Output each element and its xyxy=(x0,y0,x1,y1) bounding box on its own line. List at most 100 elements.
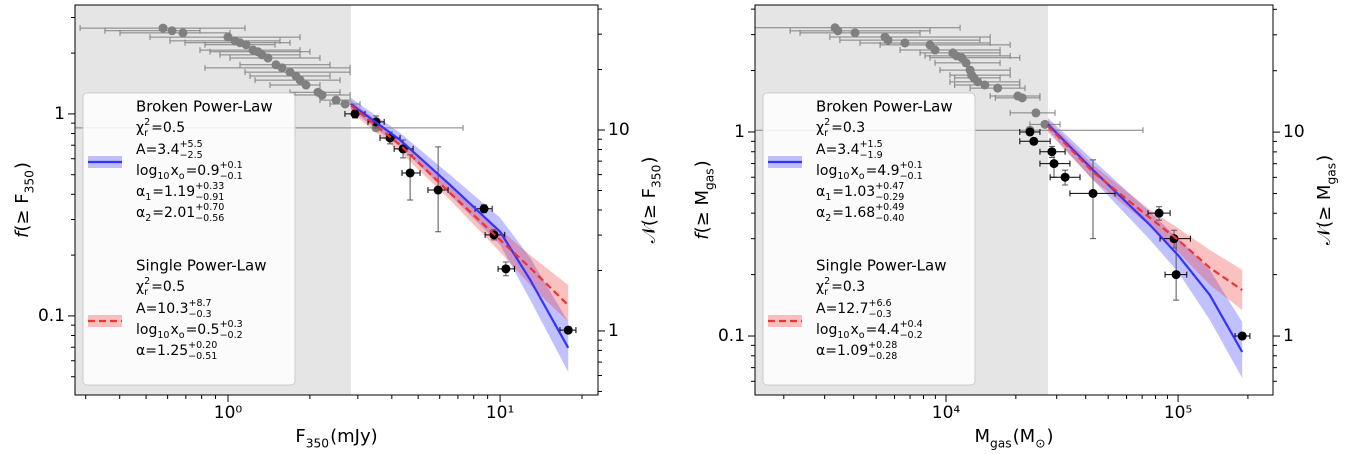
data-point xyxy=(295,75,305,85)
data-point xyxy=(980,80,990,90)
label-sub: 2 xyxy=(145,213,151,224)
data-point xyxy=(433,185,443,195)
label-sub: o xyxy=(859,171,865,182)
label-text: log xyxy=(136,163,157,179)
label-sub: −1.9 xyxy=(860,150,883,161)
label-text: (mJy) xyxy=(330,426,378,447)
axes-frame xyxy=(754,4,1274,396)
legend-stat: A=12.7 +6.6−0.3 xyxy=(816,298,892,320)
y2-tick-label: 10 xyxy=(608,120,630,140)
data-point xyxy=(331,95,341,105)
data-point xyxy=(405,168,415,178)
label-sub: −0.91 xyxy=(195,192,224,203)
label-text: f xyxy=(12,229,33,238)
label-text: χ xyxy=(136,279,144,295)
label-text: χ xyxy=(816,120,824,136)
legend-box xyxy=(82,92,296,386)
label-text: x xyxy=(850,163,858,179)
label-text: ) xyxy=(12,162,33,169)
label-sup: 2 xyxy=(144,117,150,128)
label-sub: −0.29 xyxy=(875,192,904,203)
label-sup: 2 xyxy=(824,276,830,287)
label-text: F xyxy=(295,426,305,447)
x-tick-label: 10⁰ xyxy=(214,403,243,423)
data-point xyxy=(993,83,1003,93)
legend-stat: α=1.09 +0.28−0.28 xyxy=(816,340,897,362)
x-error-bar xyxy=(789,27,931,34)
label-text: =1.03 xyxy=(832,184,875,200)
label-text: 𝒩(≥ M xyxy=(1314,185,1335,246)
data-point xyxy=(930,45,940,55)
data-point xyxy=(1060,172,1070,182)
y-error-bar xyxy=(1090,159,1097,240)
legend-stat: log 10 x o =4.9 +0.1−0.1 xyxy=(816,160,923,182)
data-point xyxy=(223,32,233,42)
data-point xyxy=(241,40,251,50)
data-point xyxy=(563,325,573,335)
label-sup: +8.7 xyxy=(188,298,211,309)
label-text: A=10.3 xyxy=(136,301,188,317)
label-text: =0.3 xyxy=(831,120,865,136)
label-sub: r xyxy=(144,287,148,298)
legend-stat: χ 2r =0.3 xyxy=(816,117,865,139)
legend-stat: A=10.3 +8.7−0.3 xyxy=(136,298,212,320)
label-sup: +0.33 xyxy=(195,181,224,192)
label-text: x xyxy=(170,322,178,338)
label-sub: 10 xyxy=(837,330,849,341)
label-text: =0.5 xyxy=(186,322,220,338)
data-point xyxy=(277,63,287,73)
data-point xyxy=(178,28,188,38)
label-sub: gas xyxy=(1324,163,1338,185)
label-text: (≥ F xyxy=(12,193,33,231)
axes-frame xyxy=(74,4,599,396)
label-sub: −2.5 xyxy=(180,150,203,161)
label-sub: −0.1 xyxy=(900,171,923,182)
label-sub: o xyxy=(179,171,185,182)
label-sub: 350 xyxy=(649,165,663,188)
label-text: χ xyxy=(816,279,824,295)
data-point xyxy=(900,38,910,48)
label-sub: 350 xyxy=(306,436,329,450)
label-text: A=12.7 xyxy=(816,301,868,317)
legend-title: Single Power-Law xyxy=(136,257,267,275)
data-point xyxy=(1154,208,1164,218)
y2-tick-label: 1 xyxy=(608,321,619,341)
label-sub: −0.56 xyxy=(195,213,224,224)
label-sub: 1 xyxy=(825,192,831,203)
data-point xyxy=(973,77,983,87)
label-sub: 10 xyxy=(157,330,169,341)
label-sub: gas xyxy=(702,168,716,190)
fit-line xyxy=(1047,123,1244,353)
x-tick-label: 10⁴ xyxy=(932,403,961,423)
x-tick-label: 10¹ xyxy=(486,403,514,423)
label-sup: 2 xyxy=(144,276,150,287)
label-sub: 350 xyxy=(22,170,36,193)
label-text: x xyxy=(850,322,858,338)
label-text: =0.9 xyxy=(186,163,220,179)
y2-tick-label: 10 xyxy=(1283,122,1305,142)
label-sub: −0.1 xyxy=(220,171,243,182)
y2-tick-label: 1 xyxy=(1283,326,1294,346)
label-sup: +0.49 xyxy=(875,202,904,213)
legend-stat: α 2 =2.01 +0.70−0.56 xyxy=(136,202,224,224)
label-text: A=3.4 xyxy=(136,142,180,158)
data-point xyxy=(1171,270,1181,280)
y-tick-label: 0.1 xyxy=(38,306,65,326)
y-tick-label: 1 xyxy=(734,122,745,142)
legend-title: Single Power-Law xyxy=(816,257,947,275)
data-point xyxy=(883,35,893,45)
label-text: =1.68 xyxy=(832,205,875,221)
label-text: x xyxy=(170,163,178,179)
legend-stat: χ 2r =0.5 xyxy=(136,117,185,139)
fit-line xyxy=(1047,125,1243,291)
legend-stat: log 10 x o =0.9 +0.1−0.1 xyxy=(136,160,243,182)
label-text: ) xyxy=(1314,155,1335,162)
legend-title: Broken Power-Law xyxy=(816,98,953,116)
x-tick-label: 10⁵ xyxy=(1164,403,1192,423)
label-text: χ xyxy=(136,120,144,136)
label-sub: o xyxy=(179,330,185,341)
label-sub: −0.51 xyxy=(188,351,217,362)
legend-stat: α 1 =1.03 +0.47−0.29 xyxy=(816,181,904,203)
data-point xyxy=(317,90,327,100)
